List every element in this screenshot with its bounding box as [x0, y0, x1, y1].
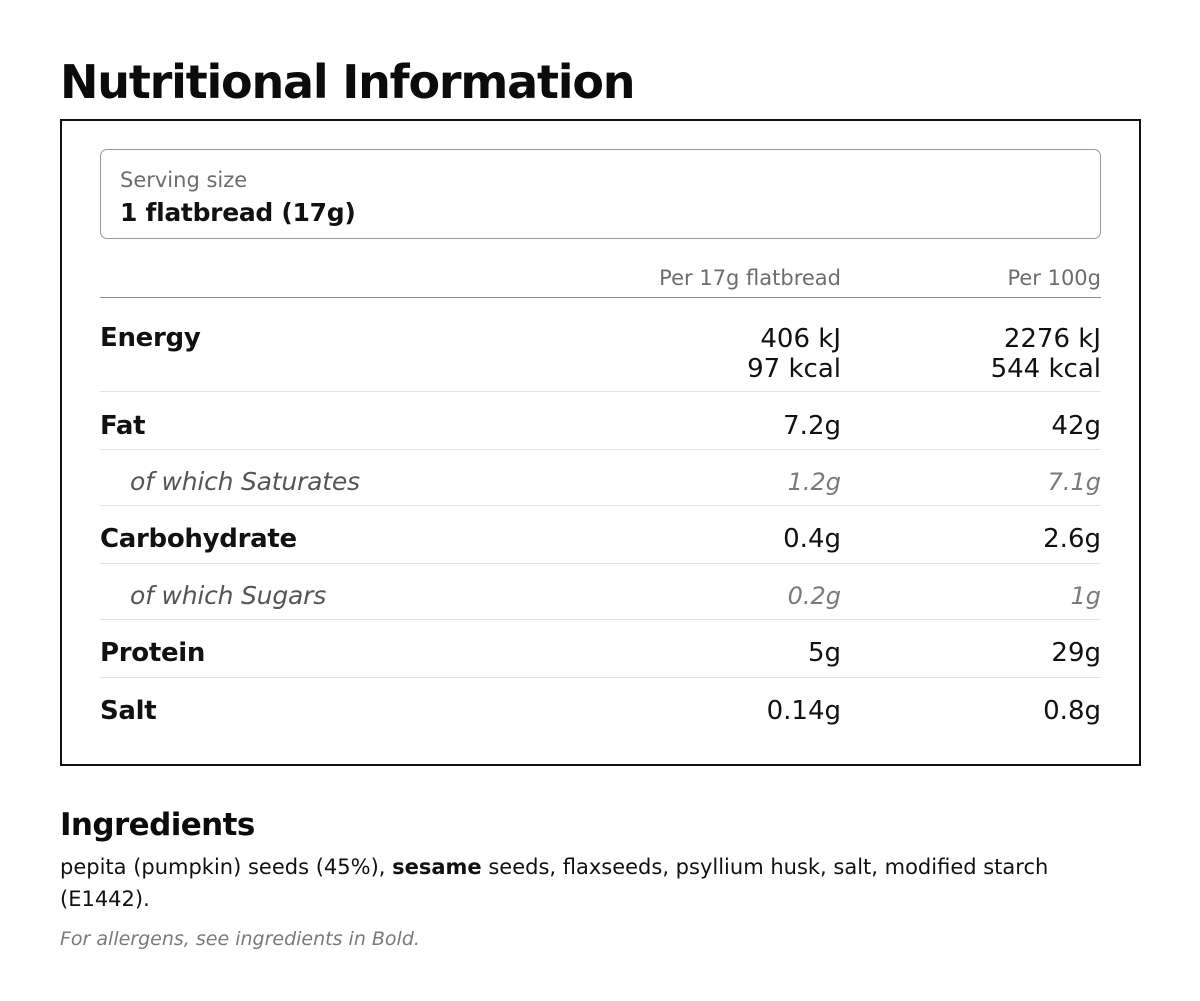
allergen-note: For allergens, see ingredients in Bold. — [60, 928, 420, 950]
page-title: Nutritional Information — [60, 55, 635, 109]
nutrient-row-energy: Energy 406 kJ 97 kcal 2276 kJ 544 kcal — [100, 298, 1101, 392]
nutrient-row-sugars: of which Sugars 0.2g 1g — [100, 564, 1101, 620]
serving-size-label: Serving size — [120, 168, 248, 192]
nutrient-value-per-100g: 2.6g — [1043, 524, 1101, 554]
header-divider — [100, 297, 1101, 298]
nutrient-label: Fat — [100, 411, 146, 441]
nutrient-value-per-100g: 0.8g — [1043, 696, 1101, 726]
nutrient-row-protein: Protein 5g 29g — [100, 620, 1101, 678]
nutrient-row-fat: Fat 7.2g 42g — [100, 392, 1101, 450]
serving-size-card: Serving size 1 flatbread (17g) — [100, 149, 1101, 239]
serving-size-value: 1 flatbread (17g) — [120, 198, 356, 227]
nutrient-value-per-100g: 2276 kJ 544 kcal — [991, 324, 1101, 384]
nutrient-value-per-serving: 0.14g — [766, 696, 841, 726]
allergen-highlight: sesame — [392, 855, 482, 879]
nutrient-value-per-serving: 7.2g — [783, 411, 841, 441]
energy-kj-per-100g: 2276 kJ — [1003, 324, 1101, 354]
nutrient-row-salt: Salt 0.14g 0.8g — [100, 678, 1101, 738]
nutrient-row-carbohydrate: Carbohydrate 0.4g 2.6g — [100, 506, 1101, 564]
nutrient-value-per-100g: 1g — [1070, 582, 1101, 610]
nutrient-value-per-serving: 1.2g — [787, 468, 841, 496]
nutrient-value-per-serving: 0.4g — [783, 524, 841, 554]
ingredients-text-after: seeds, flaxseeds, psyllium husk, salt, m… — [60, 855, 1049, 911]
nutrient-value-per-100g: 42g — [1051, 411, 1101, 441]
nutrient-label: Energy — [100, 323, 201, 353]
nutrient-value-per-100g: 29g — [1051, 638, 1101, 668]
nutrient-label: Salt — [100, 696, 157, 726]
nutrient-label: Protein — [100, 638, 206, 668]
ingredients-text-before: pepita (pumpkin) seeds (45%), — [60, 855, 393, 879]
energy-kj-per-serving: 406 kJ — [760, 324, 841, 354]
ingredients-heading: Ingredients — [60, 807, 255, 843]
column-header-per-serving: Per 17g flatbread — [659, 266, 841, 290]
nutrient-label: Carbohydrate — [100, 524, 297, 554]
energy-kcal-per-100g: 544 kcal — [990, 354, 1101, 384]
nutrient-value-per-serving: 406 kJ 97 kcal — [747, 324, 841, 384]
ingredients-list: pepita (pumpkin) seeds (45%), sesame see… — [60, 851, 1120, 915]
nutrient-row-saturates: of which Saturates 1.2g 7.1g — [100, 450, 1101, 506]
energy-kcal-per-serving: 97 kcal — [747, 354, 841, 384]
nutrient-value-per-serving: 5g — [807, 638, 841, 668]
nutrient-label: of which Sugars — [130, 581, 327, 610]
nutrition-table: Serving size 1 flatbread (17g) Per 17g f… — [60, 119, 1141, 766]
nutrient-value-per-serving: 0.2g — [787, 582, 841, 610]
column-header-per-100g: Per 100g — [1007, 266, 1101, 290]
nutrient-value-per-100g: 7.1g — [1047, 468, 1101, 496]
nutrient-label: of which Saturates — [130, 467, 360, 496]
